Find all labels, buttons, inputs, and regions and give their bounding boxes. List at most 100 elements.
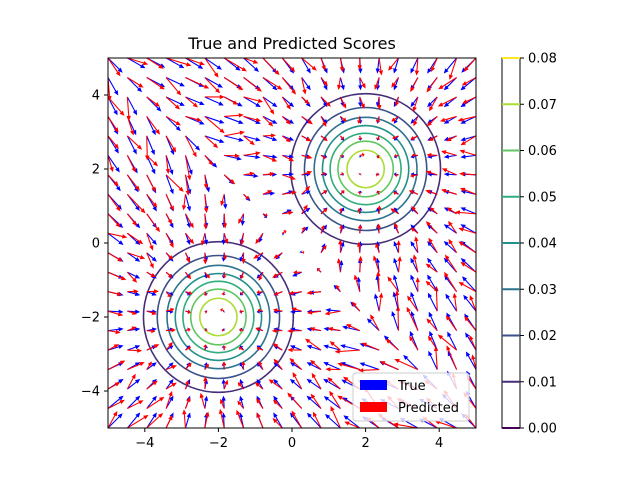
arrow-predicted [444, 271, 458, 292]
arrow-true [281, 96, 295, 108]
arrow-predicted [185, 232, 195, 245]
arrow-true [146, 395, 157, 409]
arrow-predicted [359, 77, 366, 89]
arrow-true [108, 327, 124, 332]
colorbar-tick-label: 0.08 [528, 52, 557, 67]
arrow-predicted [241, 252, 246, 265]
arrow-predicted [357, 241, 362, 253]
y-tick-label: 0 [92, 237, 100, 252]
arrow-true [301, 58, 311, 74]
arrow-predicted [108, 271, 127, 281]
arrow-true [460, 258, 476, 273]
arrow-true [224, 115, 244, 124]
arrow-predicted [145, 135, 150, 161]
arrow-predicted [409, 335, 419, 351]
arrow-true [359, 362, 380, 371]
arrow-true [273, 362, 283, 370]
arrow-predicted [320, 77, 328, 87]
arrow-true [184, 213, 191, 229]
arrow-predicted [392, 135, 399, 140]
arrow-predicted [291, 307, 302, 312]
arrow-true [126, 96, 138, 116]
arrow-predicted [165, 365, 177, 371]
arrow-predicted [393, 191, 399, 196]
arrow-predicted [357, 173, 362, 175]
arrow-predicted [204, 135, 219, 149]
arrow-true [289, 378, 303, 390]
arrow-true [146, 232, 157, 246]
arrow-predicted [185, 309, 191, 315]
arrow-predicted [220, 194, 225, 207]
arrow-predicted [262, 133, 276, 138]
arrow-predicted [281, 77, 297, 95]
arrow-true [184, 194, 191, 212]
arrow-predicted [126, 373, 136, 390]
arrow-predicted [306, 290, 322, 295]
arrow-predicted [425, 263, 438, 273]
arrow-predicted [165, 174, 184, 192]
arrow-predicted [376, 190, 381, 195]
arrow-true [393, 274, 400, 292]
arrow-true [221, 412, 226, 428]
arrow-true [243, 96, 261, 108]
arrow-true [427, 274, 438, 292]
arrow-true [203, 233, 209, 246]
arrow-predicted [395, 173, 399, 178]
arrow-true [410, 58, 419, 74]
arrow-predicted [320, 171, 326, 176]
arrow-predicted [127, 310, 137, 315]
arrow-true [127, 378, 141, 390]
arrow-predicted [126, 271, 138, 283]
arrow-true [366, 318, 380, 332]
arrow-true [223, 58, 241, 71]
arrow-predicted [146, 154, 159, 167]
arrow-predicted [434, 285, 439, 312]
arrow-predicted [223, 96, 239, 105]
legend: True Predicted [352, 372, 470, 422]
arrow-predicted [185, 213, 194, 229]
arrow-true [325, 414, 341, 428]
arrow-predicted [395, 305, 401, 331]
arrow-predicted [301, 226, 306, 234]
arrow-predicted [317, 268, 322, 273]
arrow-predicted [391, 77, 399, 88]
arrow-true [340, 344, 360, 351]
arrow-predicted [262, 58, 280, 76]
arrow-predicted [185, 76, 210, 89]
arrow-true [256, 378, 264, 390]
arrow-predicted [310, 393, 322, 409]
arrow-true [146, 155, 156, 175]
arrow-true [204, 115, 225, 124]
arrow-true [443, 224, 457, 234]
arrow-true [146, 194, 157, 212]
arrow-true [301, 207, 311, 215]
legend-swatch-predicted [360, 402, 387, 412]
arrow-predicted [336, 257, 342, 273]
arrow-predicted [460, 262, 476, 273]
arrow-true [165, 174, 174, 195]
arrow-predicted [334, 349, 360, 354]
arrow-true [127, 58, 146, 69]
y-axis-ticks: −4 −2 0 2 4 [81, 89, 108, 400]
arrow-true [282, 172, 295, 177]
arrow-predicted [204, 77, 221, 94]
arrow-predicted [340, 190, 345, 195]
arrow-predicted [108, 174, 119, 187]
arrow-predicted [376, 223, 381, 234]
arrow-true [256, 271, 264, 279]
arrow-predicted [391, 115, 399, 122]
arrow-true [443, 172, 457, 177]
arrow-true [292, 271, 302, 277]
arrow-predicted [273, 358, 283, 370]
arrow-predicted [394, 222, 400, 234]
arrow-true [239, 252, 245, 262]
arrow-predicted [335, 284, 341, 292]
colorbar: 0.00 0.01 0.02 0.03 0.04 0.05 0.06 0.07 0.08 [501, 52, 557, 437]
arrow-predicted [307, 310, 322, 315]
arrow-predicted [127, 400, 144, 410]
arrow-true [306, 412, 322, 428]
arrow-true [306, 378, 322, 390]
arrow-predicted [469, 294, 476, 312]
arrow-true [320, 243, 326, 253]
arrow-predicted [374, 77, 380, 90]
